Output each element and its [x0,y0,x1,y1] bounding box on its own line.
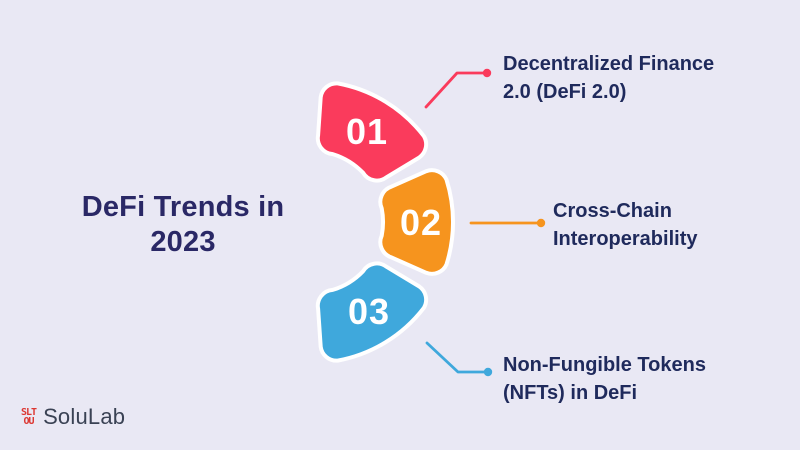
connector-dot-01 [482,68,492,78]
segment-02-number: 02 [399,202,443,243]
connector-dot-02 [536,218,546,228]
footer-brand: SLT OU SoluLab [21,404,125,430]
segment-03-number: 03 [347,291,391,332]
segment-01-number: 01 [345,111,389,152]
segment-03-label: Non-Fungible Tokens (NFTs) in DeFi [503,354,706,404]
connector-line-01 [424,71,486,109]
connector-dot-03 [483,367,493,377]
solulab-logo-icon: SLT OU [21,407,37,427]
logo-mark-row-top: SLT [21,407,37,418]
segment-shape-02 [378,168,455,276]
connector-line-03 [425,341,487,374]
segment-01-label: Decentralized Finance 2.0 (DeFi 2.0) [503,53,715,103]
page-title: DeFi Trends in 2023 [81,191,285,259]
logo-mark-row-bottom: OU [23,416,35,427]
segment-shape-03 [315,261,429,363]
segment-02-label: Cross-Chain Interoperability [553,200,698,250]
brand-wordmark: SoluLab [43,404,126,429]
segment-shape-01 [315,81,429,183]
